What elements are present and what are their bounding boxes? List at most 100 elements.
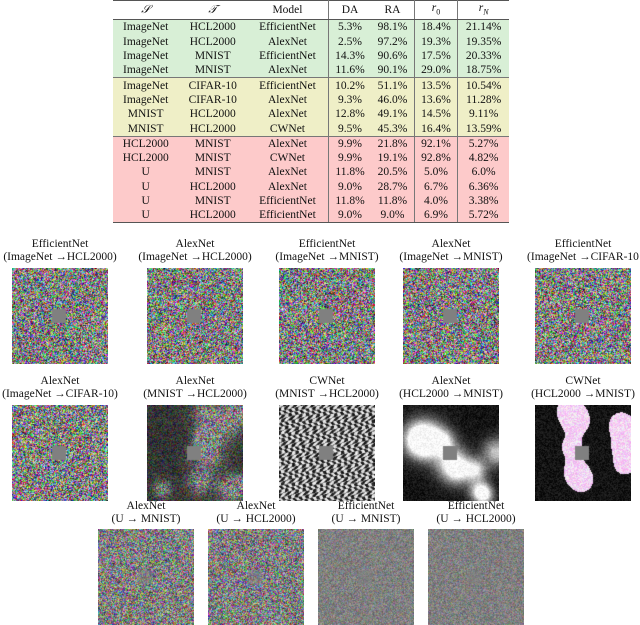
table-cell: 4.0% (414, 193, 459, 209)
table-cell: 16.4% (414, 121, 459, 137)
table-cell: 12.8% (328, 107, 372, 122)
table-cell: 11.8% (371, 193, 415, 209)
table-row: ImageNet HCL2000 AlexNet 2.5% 97.2% 19.3% 19.3… (113, 34, 509, 49)
table-cell: 6.9% (414, 208, 459, 224)
figure-model: AlexNet (175, 238, 215, 250)
table-row: ImageNet MNIST EfficientNet 14.3% 90.6% 17.5%… (113, 48, 509, 64)
table-cell: 10.54% (457, 77, 509, 93)
table-cell: MNIST (178, 165, 248, 180)
table-cell: 3.38% (457, 193, 509, 209)
table-cell: U (113, 165, 179, 180)
table-cell: ImageNet (113, 77, 179, 93)
table-cell: 13.6% (414, 92, 459, 108)
table-cell: EfficientNet (247, 48, 329, 64)
perturbation-image (535, 268, 631, 364)
table-cell: U (113, 208, 179, 224)
table-cell: 6.7% (414, 179, 459, 194)
table-cell: 9.11% (457, 107, 509, 122)
table-cell: U (113, 193, 179, 209)
perturbation-image (279, 405, 375, 501)
table-cell: 97.2% (371, 34, 415, 49)
table-cell: U (113, 179, 179, 194)
table-cell: 51.1% (371, 77, 415, 93)
figure-model: AlexNet (175, 375, 215, 387)
table-cell: 19.3% (414, 34, 459, 49)
table-cell: 14.5% (414, 107, 459, 122)
column-header-rn: rN (457, 0, 509, 21)
table-row: HCL2000 MNIST CWNet 9.9% 19.1% 92.8% 4.82% (113, 150, 509, 166)
table-cell: MNIST (113, 107, 179, 122)
figure-transfer: (HCL2000 →MNIST) (531, 388, 635, 400)
table-cell: AlexNet (247, 92, 329, 108)
perturbation-image (147, 268, 243, 364)
figure-model: EfficientNet (298, 238, 356, 250)
table-cell: 9.9% (328, 150, 372, 166)
table-cell: 18.75% (457, 63, 509, 78)
table-cell: 90.6% (371, 48, 415, 64)
perturbation-image (279, 268, 375, 364)
table-cell: HCL2000 (178, 107, 248, 122)
table-cell: AlexNet (247, 107, 329, 122)
table-row: U HCL2000 AlexNet 9.0% 28.7% 6.7% 6.36% (113, 179, 509, 194)
table-cell: 13.5% (414, 77, 459, 93)
table-row: ImageNet HCL2000 EfficientNet 5.3% 98.1% 18.4… (113, 19, 509, 35)
table-cell: HCL2000 (178, 19, 248, 35)
table-row: U MNIST EfficientNet 11.8% 11.8% 4.0% 3.38% (113, 193, 509, 209)
figure-model: EfficientNet (447, 500, 505, 512)
table-cell: AlexNet (247, 34, 329, 49)
table-cell: 19.35% (457, 34, 509, 49)
perturbation-image (147, 405, 243, 501)
table-cell: AlexNet (247, 135, 329, 151)
table-cell: 13.59% (457, 121, 509, 137)
table-cell: 10.2% (328, 77, 372, 93)
table-cell: ImageNet (113, 34, 179, 49)
table-cell: MNIST (178, 48, 248, 64)
table-cell: HCL2000 (178, 34, 248, 49)
table-cell: 9.3% (328, 92, 372, 108)
figure-transfer: (ImageNet →MNIST) (399, 251, 503, 263)
table-cell: 92.8% (414, 150, 459, 166)
figure-transfer: (MNIST →HCL2000) (143, 388, 247, 400)
figure-transfer: (ImageNet →HCL2000) (3, 251, 117, 263)
table-row: MNIST HCL2000 CWNet 9.5% 45.3% 16.4% 13.59% (113, 121, 509, 137)
figure-transfer: (ImageNet →CIFAR-10) (2, 388, 118, 400)
table-row: U HCL2000 EfficientNet 9.0% 9.0% 6.9% 5.72% (113, 208, 509, 224)
figure-model: CWNet (565, 375, 601, 387)
figure-model: AlexNet (431, 375, 471, 387)
table-cell: 21.14% (457, 19, 509, 35)
table-cell: EfficientNet (247, 19, 329, 35)
table-cell: 29.0% (414, 63, 459, 78)
column-header-model: Model (247, 0, 329, 21)
table-cell: 20.5% (371, 165, 415, 180)
table-cell: 5.3% (328, 19, 372, 35)
table-cell: HCL2000 (178, 179, 248, 194)
table-cell: CIFAR-10 (178, 92, 248, 108)
figure-transfer: (HCL2000 →MNIST) (399, 388, 503, 400)
perturbation-image (403, 405, 499, 501)
table-cell: EfficientNet (247, 77, 329, 93)
perturbation-image (428, 529, 524, 625)
table-cell: 45.3% (371, 121, 415, 137)
figure-model: AlexNet (126, 500, 166, 512)
table-cell: 46.0% (371, 92, 415, 108)
column-header-r0: r0 (414, 0, 459, 21)
table-cell: ImageNet (113, 92, 179, 108)
column-header-t: 𝒯 (178, 0, 248, 21)
table-cell: MNIST (178, 193, 248, 209)
table-cell: 19.1% (371, 150, 415, 166)
table-cell: 20.33% (457, 48, 509, 64)
table-row: ImageNet CIFAR-10 EfficientNet 10.2% 51.1% 13… (113, 77, 509, 93)
table-cell: ImageNet (113, 19, 179, 35)
figure-model: CWNet (309, 375, 345, 387)
table-cell: 11.28% (457, 92, 509, 108)
table-cell: AlexNet (247, 179, 329, 194)
table-cell: MNIST (178, 150, 248, 166)
results-table: 𝒮 𝒯 Model DA RA r0 rN ImageNet HCL2000 Efficient… (113, 0, 509, 224)
figure-model: AlexNet (40, 375, 80, 387)
table-row: U MNIST AlexNet 11.8% 20.5% 5.0% 6.0% (113, 165, 509, 180)
table-cell: CIFAR-10 (178, 77, 248, 93)
table-cell: 11.6% (328, 63, 372, 78)
table-cell: 21.8% (371, 135, 415, 151)
table-cell: 49.1% (371, 107, 415, 122)
table-cell: EfficientNet (247, 193, 329, 209)
